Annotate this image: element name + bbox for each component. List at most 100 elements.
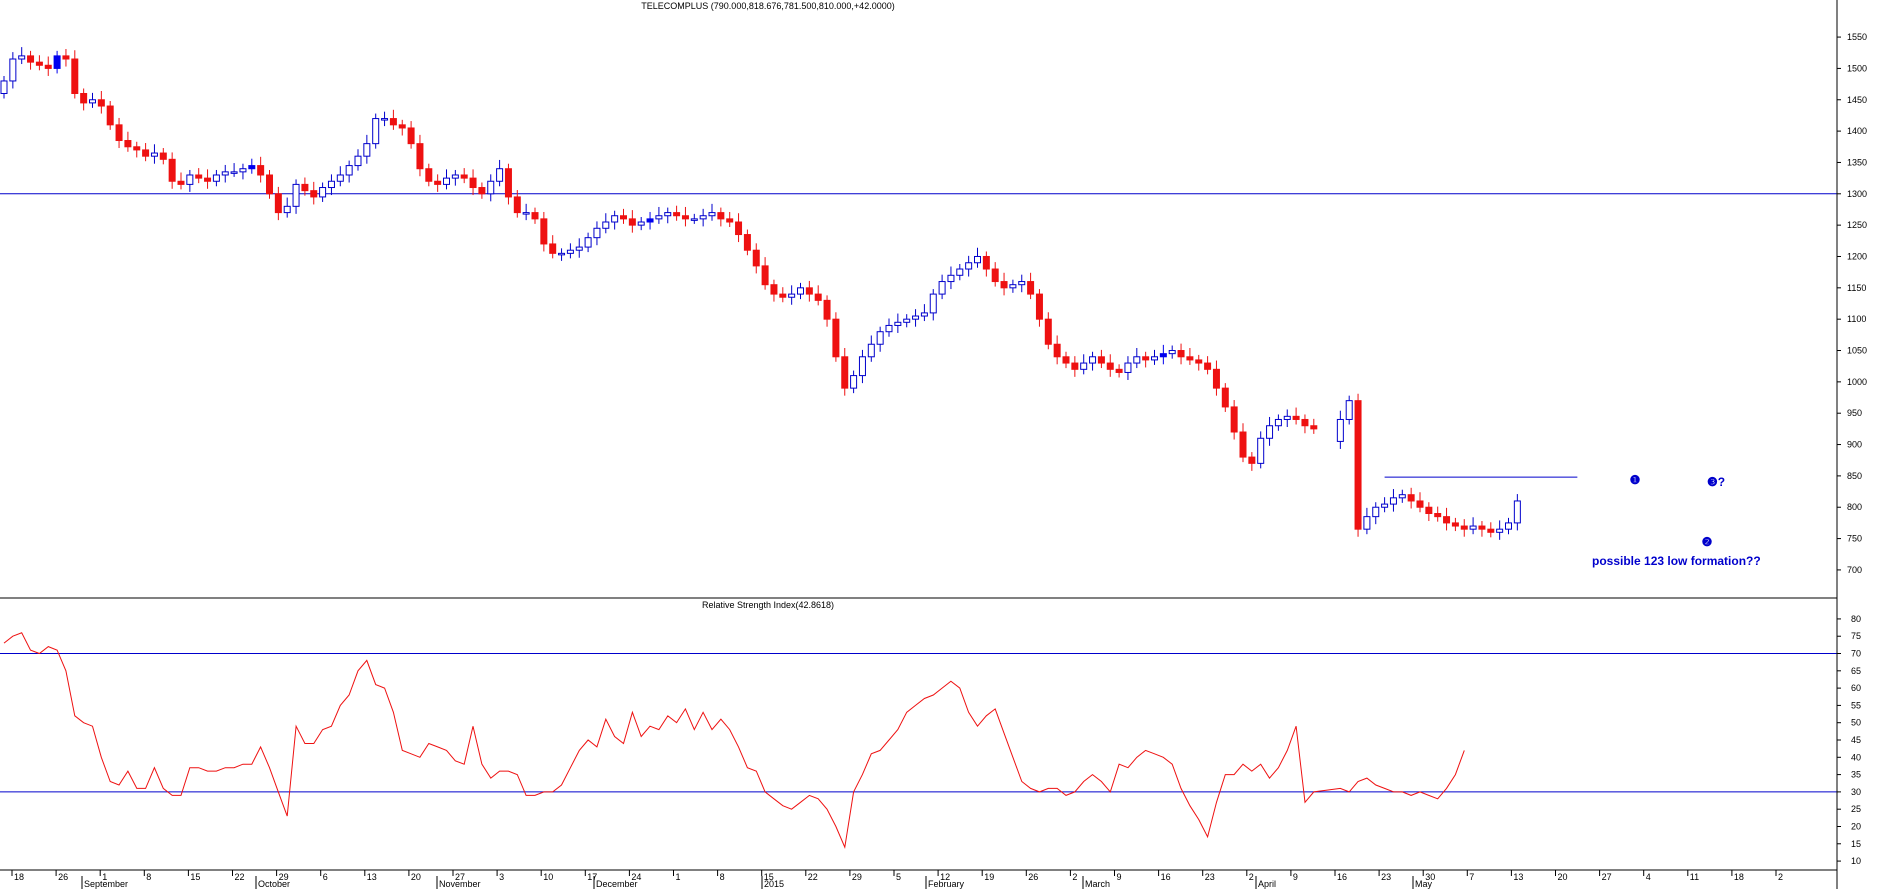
candle-body [1301,418,1309,427]
price-tick-label: 1150 [1847,283,1866,293]
candle-body [867,343,875,358]
candle-body [425,168,433,182]
month-label: December [596,879,638,889]
candle-body [1168,350,1176,355]
day-tick-label: 19 [984,872,994,882]
candle-body [1274,418,1282,427]
day-tick-label: 8 [720,872,725,882]
candle-body [1257,437,1265,464]
candle-body [673,212,681,217]
candle-body [1469,525,1477,530]
candle-body [1266,425,1274,439]
rsi-chart-title: Relative Strength Index(42.8618) [702,600,834,610]
candle-body [602,221,610,229]
month-label: September [84,879,128,889]
marker-point-1: ❶ [1630,473,1641,487]
candle-body [1451,522,1459,527]
candle-body [1097,356,1105,364]
day-tick-label: 16 [1161,872,1171,882]
candle-body [1080,362,1088,370]
candle-body [1124,362,1132,373]
candle-body [89,99,96,104]
candle-body [1487,528,1495,533]
price-tick-label: 750 [1847,534,1862,544]
rsi-tick-label: 60 [1851,683,1861,693]
candle-body [655,215,663,220]
candle-body [620,215,627,220]
price-tick-label: 1450 [1847,95,1867,105]
day-tick-label: 23 [1381,872,1391,882]
candle-body [991,268,999,283]
candle-body [1000,281,1008,289]
candle-body [381,118,389,121]
month-label: March [1085,879,1110,889]
candle-body [938,281,946,295]
candle-body [159,152,167,160]
candle-body [1363,516,1371,530]
candle-body [1009,284,1017,289]
rsi-line [3,632,1465,849]
day-tick-label: 18 [14,872,24,882]
candle-body [974,255,981,264]
candle-body [301,183,309,192]
time-axis: 18 26 1 8 15 22 29 6 13 20 27 3 10 17 24 1 8 15 22 29 5 12 19 2… [11,870,1783,889]
candle-body [372,118,380,145]
price-tick-label: 1500 [1847,63,1867,73]
day-tick-label: 16 [1337,872,1347,882]
candle-body [434,180,442,185]
candle-body [717,212,725,220]
candle-body [584,237,592,248]
month-label: February [928,879,965,889]
candle-body [142,149,150,157]
candle-body [858,356,866,377]
candle-body [416,143,424,170]
candle-body [726,218,734,223]
candle-body [133,146,141,151]
candle-body [549,243,557,254]
day-tick-label: 12 [940,872,950,882]
day-tick-label: 2 [1072,872,1077,882]
candle-body [1035,293,1043,320]
candle-body [708,212,716,217]
price-tick-label: 700 [1847,565,1862,575]
candle-body [761,265,769,286]
price-panel: 700 750 800 850 900 950 1000 1050 1100 1150 1200 12… [0,32,1867,575]
candle-body [1221,387,1229,408]
day-tick-label: 15 [190,872,200,882]
day-tick-label: 20 [1558,872,1568,882]
candle-body [876,331,884,345]
candle-body [398,124,406,129]
price-tick-label: 950 [1847,408,1862,418]
candle-body [1336,418,1344,442]
candle-body [443,177,450,185]
day-tick-label: 7 [1469,872,1474,882]
candle-body [230,171,238,174]
candle-body [637,221,645,226]
price-chart-title: TELECOMPLUS (790.000,818.676,781.500,810… [641,1,894,11]
candle-body [1089,356,1097,364]
candle-body [363,143,371,157]
candle-body [690,218,698,221]
candle-body [1133,356,1141,364]
rsi-tick-label: 75 [1851,631,1861,641]
candle-body [1239,431,1247,458]
candle-body [1416,500,1424,508]
candle-body [885,324,893,333]
candle-body [531,212,539,220]
rsi-tick-label: 50 [1851,718,1861,728]
candle-body [354,155,362,167]
day-tick-label: 11 [1690,872,1699,882]
candle-body [1230,406,1238,433]
candle-body [168,158,176,182]
candle-body [575,246,583,251]
candle-body [1106,362,1114,370]
candle-body [779,293,787,298]
candle-body [664,212,672,217]
day-tick-label: 24 [631,872,641,882]
price-tick-label: 1200 [1847,251,1867,261]
candle-body [1505,522,1512,530]
day-tick-label: 1 [676,872,681,882]
day-tick-label: 18 [1734,872,1744,882]
